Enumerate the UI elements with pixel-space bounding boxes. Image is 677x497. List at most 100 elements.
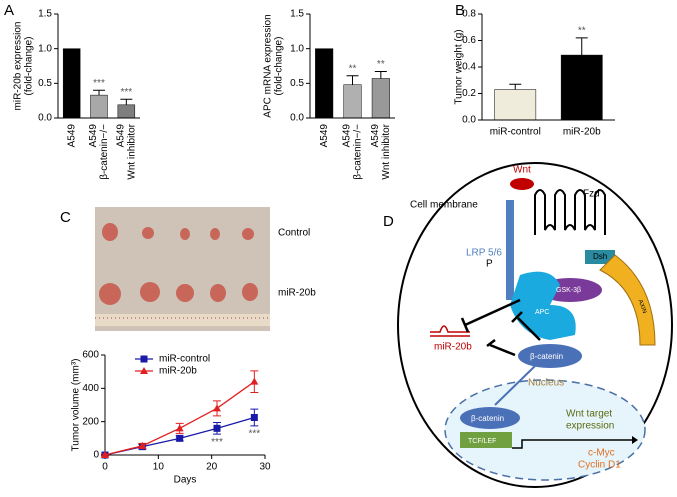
x-axis-label: Days: [174, 475, 197, 486]
significance: ***: [248, 428, 260, 439]
significance: **: [377, 59, 385, 70]
y-tick-label: 1.0: [290, 43, 304, 54]
y-axis-label: (fold-change): [274, 37, 285, 96]
x-tick-label: miR-control: [490, 127, 541, 138]
x-tick-label: 20: [206, 462, 218, 473]
arrowhead: [632, 436, 638, 444]
diagram-label: Cell membrane: [410, 200, 478, 211]
arrow: [512, 439, 632, 449]
y-tick-label: 0.2: [462, 88, 476, 99]
diagram-label: Dsh: [593, 252, 607, 261]
bar: [117, 104, 136, 119]
apc: [510, 271, 576, 340]
x-tick-label: Wnt inhibitor: [381, 123, 392, 179]
marker: [138, 441, 147, 449]
diagram-label: β-catenin: [530, 352, 563, 361]
diagram-label: Nucleus: [528, 378, 564, 389]
diagram-label: Cyclin D1: [578, 460, 621, 471]
x-tick-label: β-catenin−/−: [99, 124, 110, 180]
y-tick-label: 200: [82, 416, 99, 427]
marker: [101, 451, 109, 458]
y-tick-label: 1.0: [38, 43, 52, 54]
significance: **: [578, 25, 586, 36]
x-tick-label: A549: [319, 124, 330, 148]
arrow: [494, 365, 536, 406]
diagram-label: expression: [566, 421, 614, 432]
photo-label: Control: [278, 228, 310, 239]
diagram-label: P: [486, 259, 493, 270]
pathway-diagram: [397, 162, 673, 488]
bar: [494, 89, 537, 121]
y-tick-label: 0.0: [38, 113, 52, 124]
significance: **: [349, 63, 357, 74]
marker: [213, 404, 221, 412]
tumors: [99, 223, 258, 305]
y-axis-label: APC mRNA expression: [263, 14, 274, 117]
diagram-label: AXIN: [637, 299, 647, 314]
bar: [371, 78, 390, 119]
tcf-lef: [460, 432, 512, 448]
diagram-label: miR-20b: [434, 342, 472, 353]
beta-catenin: [518, 344, 582, 368]
beta-catenin-nuclear: [460, 407, 520, 429]
diagram-label: Wnt: [513, 165, 531, 176]
diagram-label: APC: [535, 309, 549, 316]
x-tick-label: β-catenin−/−: [353, 124, 364, 180]
mirna: [430, 325, 470, 333]
marker: [175, 424, 184, 432]
y-axis-label: miR-20b expression: [13, 22, 24, 111]
x-tick-label: miR-20b: [563, 127, 601, 138]
y-tick-label: 0.5: [290, 78, 304, 89]
error-bar: [374, 71, 387, 79]
tumor-photo: [95, 207, 270, 331]
y-tick-label: 600: [82, 350, 99, 361]
ruler: [95, 314, 270, 326]
y-axis-label: Tumor weight (g): [454, 29, 465, 104]
diagram-label: TCF/LEF: [468, 438, 496, 445]
legend-label: miR-control: [159, 354, 210, 365]
arrows: [460, 298, 541, 357]
x-tick-label: A549: [115, 124, 126, 148]
significance: ***: [93, 78, 105, 89]
y-tick-label: 0.5: [38, 78, 52, 89]
y-axis-label: (fold-change): [24, 37, 35, 96]
y-tick-label: 0: [93, 450, 99, 461]
diagram-label: GSK-3β: [556, 287, 581, 294]
marker: [176, 434, 184, 442]
diagram-label: LRP 5/6: [466, 248, 502, 259]
panel-label: C: [60, 209, 71, 226]
x-tick-label: A549: [66, 124, 77, 148]
legend-label: miR-20b: [159, 366, 197, 377]
x-tick-label: Wnt inhibitor: [126, 123, 137, 179]
wnt-ligand: [510, 178, 534, 190]
marker: [250, 414, 258, 421]
dsh: [585, 250, 615, 264]
diagram-label: β-catenin: [471, 414, 504, 423]
y-tick-label: 0.0: [290, 113, 304, 124]
x-tick-label: 10: [153, 462, 165, 473]
diagram-label: Wnt target: [566, 409, 612, 420]
legend-marker: [140, 367, 148, 374]
series-line: [104, 381, 255, 456]
error-bar: [346, 75, 359, 85]
error-bar: [93, 89, 105, 96]
x-tick-label: 0: [102, 462, 108, 473]
x-tick-label: A549: [370, 124, 381, 148]
y-tick-label: 1.5: [38, 9, 52, 20]
panel-label: D: [383, 213, 394, 230]
y-axis-label: Tumor volume (mm³): [71, 359, 82, 452]
marker: [250, 377, 259, 385]
bar: [343, 84, 362, 119]
y-tick-label: 0.8: [462, 9, 476, 20]
y-tick-label: 1.5: [290, 9, 304, 20]
photo-bg: [95, 207, 270, 331]
error-bar: [575, 37, 588, 56]
bar: [560, 54, 603, 121]
x-tick-label: 30: [259, 462, 271, 473]
marker: [213, 424, 221, 432]
fzd-receptor: [534, 189, 606, 235]
bar: [315, 48, 334, 119]
error-bar: [509, 83, 522, 90]
lrp-receptor: [506, 200, 514, 300]
y-tick-label: 0.6: [462, 35, 476, 46]
